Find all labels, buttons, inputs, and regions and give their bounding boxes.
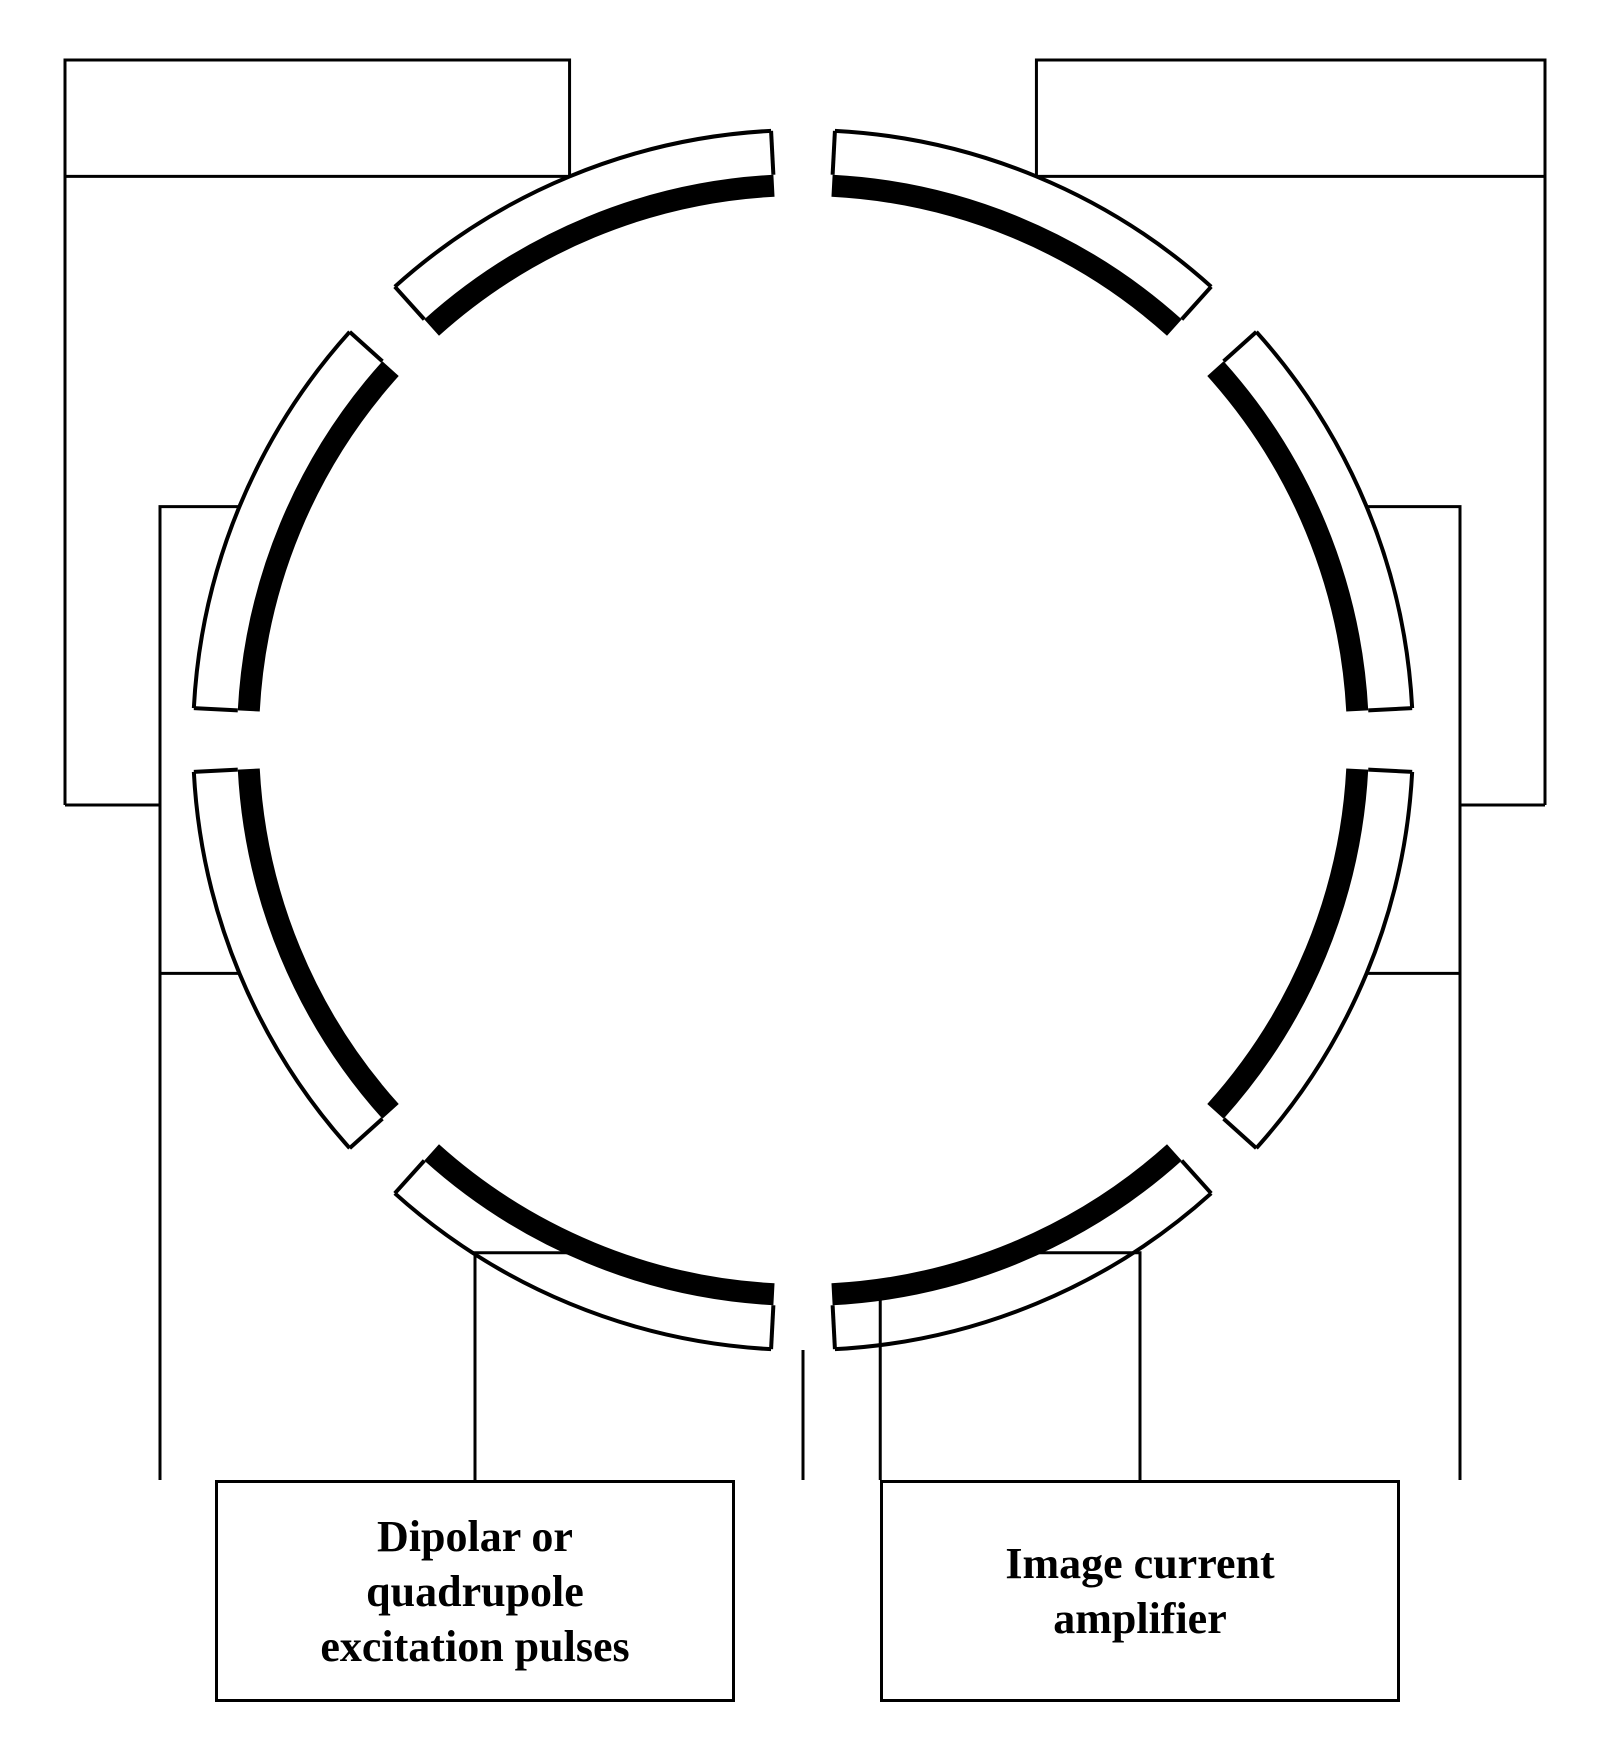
radial-connector	[350, 332, 383, 361]
inner-electrode-arc	[832, 186, 1174, 328]
inner-electrode-arc	[1215, 369, 1357, 711]
excitation-label: Dipolar orquadrupoleexcitation pulses	[320, 1509, 629, 1674]
radial-connector	[1368, 770, 1412, 772]
inner-electrode-arc	[249, 369, 391, 711]
radial-connector	[1368, 708, 1412, 710]
amplifier-label: Image currentamplifier	[1005, 1536, 1274, 1646]
outer-electrode-arc	[1256, 332, 1412, 708]
radial-connector	[395, 287, 424, 320]
excitation-box: Dipolar orquadrupoleexcitation pulses	[215, 1480, 735, 1702]
inner-electrode-arc	[1215, 769, 1357, 1111]
wire-left	[160, 973, 239, 1480]
outer-electrode-arc	[835, 131, 1211, 287]
radial-connector	[833, 131, 835, 175]
wire-right	[1367, 507, 1460, 805]
wire-right	[1036, 60, 1545, 805]
wire-right	[1367, 973, 1460, 1480]
amplifier-box: Image currentamplifier	[880, 1480, 1400, 1702]
radial-connector	[833, 1305, 835, 1349]
radial-connector	[350, 1119, 383, 1148]
outer-electrode-arc	[395, 1193, 771, 1349]
outer-electrode-arc	[1256, 772, 1412, 1148]
radial-connector	[1182, 1161, 1211, 1194]
radial-connector	[1224, 332, 1257, 361]
outer-electrode-arc	[194, 332, 350, 708]
inner-electrode-arc	[432, 186, 774, 328]
radial-connector	[771, 131, 773, 175]
wire-topleft-loop	[65, 60, 570, 805]
radial-connector	[194, 708, 238, 710]
inner-electrode-arc	[249, 769, 391, 1111]
inner-electrode-arc	[832, 1152, 1174, 1294]
outer-electrode-arc	[194, 772, 350, 1148]
radial-connector	[1224, 1119, 1257, 1148]
outer-electrode-arc	[395, 131, 771, 287]
wire-topright-loop	[1036, 60, 1545, 805]
radial-connector	[771, 1305, 773, 1349]
inner-electrode-arc	[432, 1152, 774, 1294]
radial-connector	[395, 1161, 424, 1194]
radial-connector	[194, 770, 238, 772]
wire-left	[65, 60, 570, 805]
radial-connector	[1182, 287, 1211, 320]
outer-electrode-arc	[835, 1193, 1211, 1349]
